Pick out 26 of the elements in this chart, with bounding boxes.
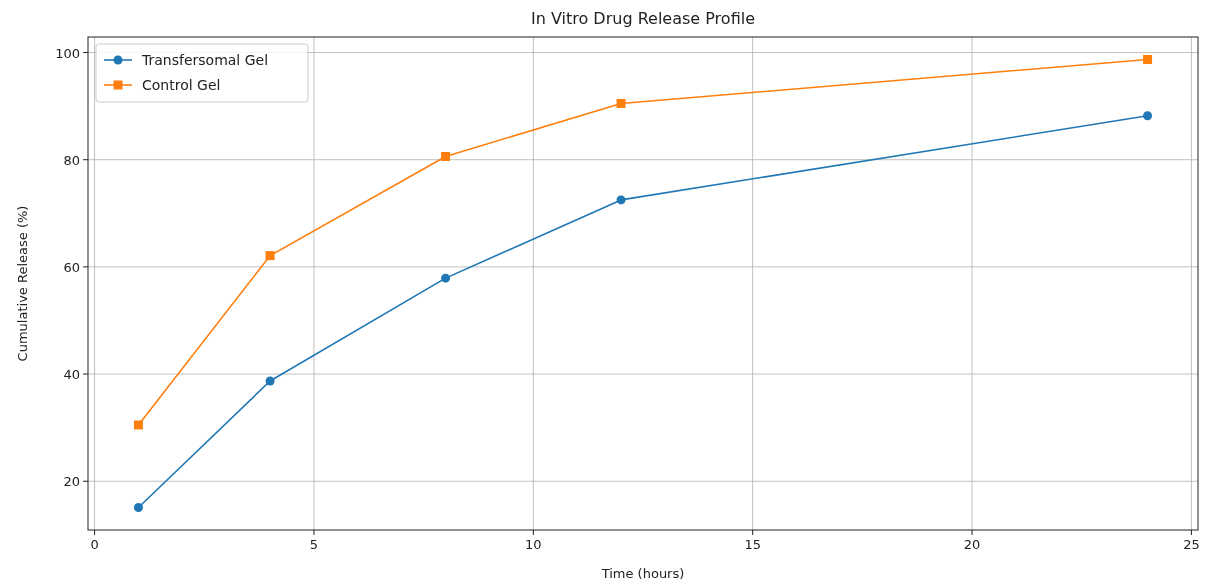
x-tick-label: 10 (525, 537, 542, 552)
point (133, 502, 143, 512)
y-tick-label: 60 (63, 259, 80, 275)
y-tick-label: 100 (55, 45, 80, 61)
point (1143, 55, 1153, 65)
point (265, 376, 275, 386)
legend-label: Control Gel (142, 77, 221, 93)
point (616, 98, 626, 108)
x-tick-label: 15 (744, 537, 761, 552)
y-tick-label: 20 (63, 474, 80, 490)
point (441, 152, 451, 161)
point (441, 273, 451, 283)
point (616, 195, 626, 205)
y-tick-label: 40 (63, 367, 80, 383)
y-tick-label: 80 (63, 152, 80, 168)
y-axis-title: Cumulative Release (%) (15, 205, 30, 362)
point (133, 420, 143, 430)
x-tick-label: 0 (90, 537, 99, 552)
chart-title: In Vitro Drug Release Profile (531, 9, 755, 28)
x-tick-label: 25 (1183, 537, 1200, 552)
x-axis-title: Time (hours) (600, 566, 685, 581)
legend-label: Transfersomal Gel (141, 52, 269, 68)
point (1143, 111, 1153, 121)
x-tick-label: 5 (309, 537, 319, 552)
point (265, 251, 275, 261)
x-tick-label: 20 (963, 537, 981, 552)
